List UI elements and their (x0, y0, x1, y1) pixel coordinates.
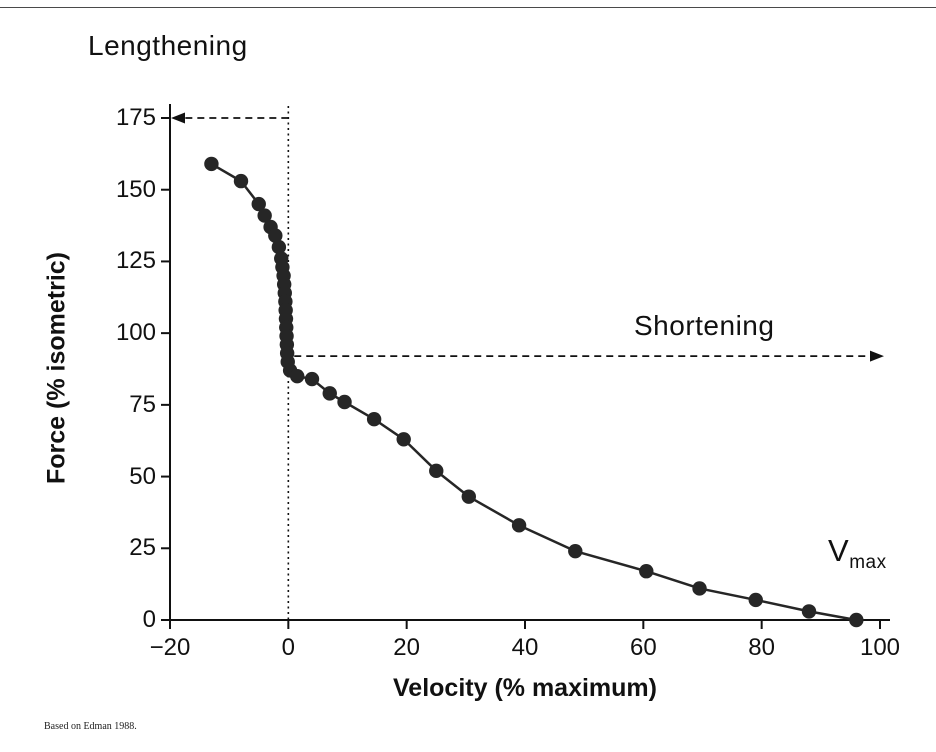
data-point (461, 489, 476, 504)
vmax-label: Vmax (828, 533, 887, 574)
data-point (251, 196, 266, 212)
x-tick-label: 0 (281, 634, 296, 661)
vmax-base: V (828, 533, 850, 568)
top-divider (0, 7, 936, 8)
y-tick-label: 125 (115, 247, 156, 275)
data-point (290, 368, 305, 384)
x-tick-label: −20 (149, 634, 191, 661)
shortening-arrowhead (870, 350, 884, 362)
data-point (849, 612, 864, 628)
y-tick-label: 150 (115, 175, 156, 203)
y-tick-label: 175 (115, 104, 156, 131)
y-tick-label: 100 (115, 319, 156, 347)
y-tick-label: 75 (129, 390, 156, 418)
y-tick-label: 50 (129, 462, 156, 490)
data-point (366, 412, 382, 427)
data-point (801, 604, 817, 619)
data-point (568, 543, 583, 559)
data-point (692, 581, 707, 596)
data-point (271, 239, 287, 255)
x-tick-label: 100 (859, 634, 901, 661)
x-axis-title: Velocity (% maximum) (393, 674, 657, 702)
source-note: Based on Edman 1988. (44, 721, 137, 732)
data-point (748, 592, 763, 608)
lengthening-arrowhead (171, 112, 185, 124)
x-tick-label: 40 (511, 634, 539, 661)
vmax-subscript: max (849, 552, 887, 574)
data-point (304, 371, 320, 387)
x-tick-label: 20 (393, 634, 421, 661)
data-point (396, 432, 411, 447)
data-point (268, 228, 283, 243)
force-velocity-curve (210, 162, 857, 622)
y-tick-label: 25 (129, 534, 156, 562)
data-point (511, 518, 527, 533)
data-point (233, 173, 249, 189)
x-tick-label: 80 (748, 634, 776, 661)
data-point (204, 156, 219, 172)
shortening-label: Shortening (634, 310, 775, 341)
data-point (257, 208, 272, 223)
x-tick-label: 60 (629, 634, 657, 661)
data-point (337, 394, 352, 410)
data-point (429, 463, 444, 479)
y-tick-label: 0 (142, 606, 156, 633)
y-axis-title: Force (% isometric) (42, 251, 71, 485)
lengthening-label: Lengthening (88, 30, 248, 61)
data-point (639, 564, 654, 579)
data-point (322, 386, 337, 401)
